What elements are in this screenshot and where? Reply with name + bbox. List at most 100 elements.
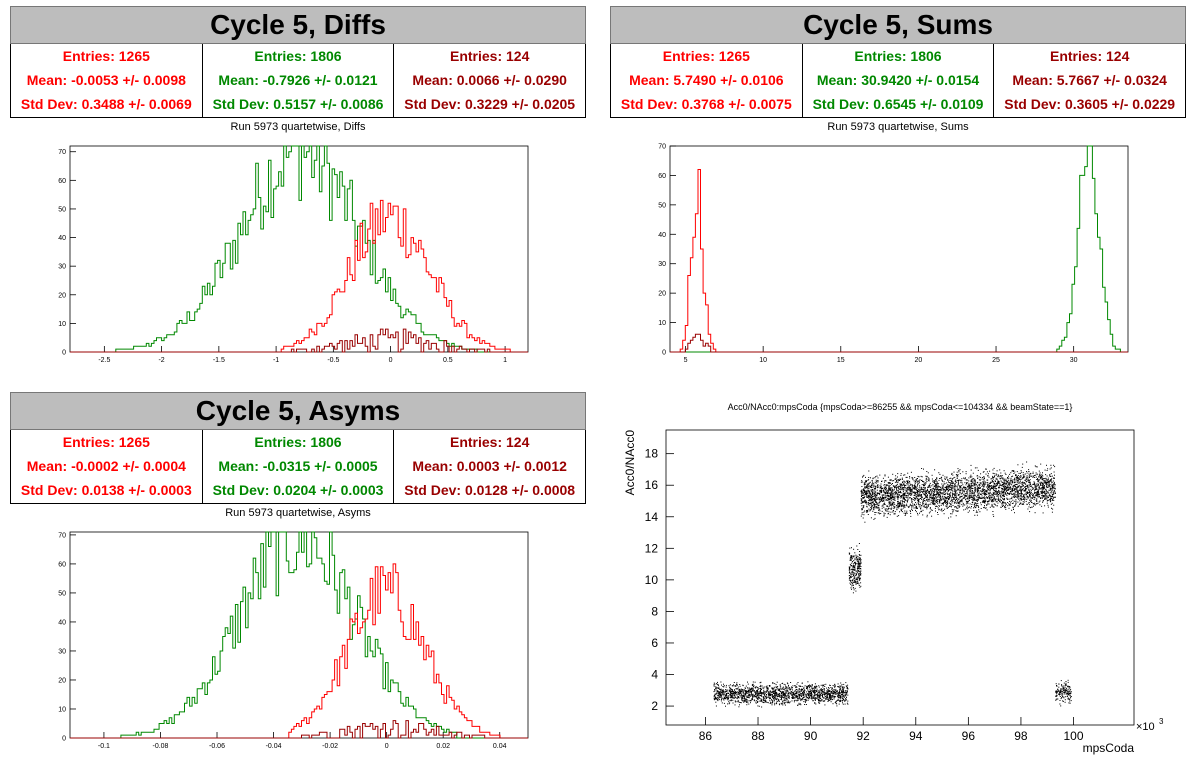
scatter-point — [869, 500, 871, 502]
scatter-point — [734, 700, 736, 702]
scatter-point — [918, 494, 920, 496]
scatter-point — [965, 498, 967, 500]
scatter-point — [812, 684, 813, 686]
scatter-point — [832, 696, 834, 697]
scatter-point — [933, 501, 935, 503]
scatter-point — [948, 497, 950, 499]
scatter-point — [1028, 480, 1030, 482]
scatter-point — [935, 496, 937, 498]
scatter-point — [960, 487, 961, 489]
scatter-point — [820, 684, 822, 686]
scatter-point — [980, 502, 982, 504]
scatter-point — [800, 685, 801, 687]
scatter-point — [720, 700, 722, 702]
scatter-point — [911, 489, 913, 491]
scatter-point — [999, 478, 1001, 480]
scatter-point — [1026, 475, 1028, 477]
scatter-point — [871, 506, 873, 508]
scatter-point — [800, 690, 802, 692]
scatter-point — [1031, 502, 1033, 503]
scatter-point — [1028, 502, 1029, 504]
scatter-point — [755, 702, 757, 704]
scatter-point — [743, 689, 745, 691]
scatter-point — [816, 696, 818, 698]
scatter-point — [858, 579, 860, 581]
scatter-point — [950, 513, 952, 515]
scatter-point — [821, 691, 823, 692]
scatter-point — [926, 493, 927, 494]
scatter-point — [946, 497, 948, 499]
scatter-point — [851, 571, 853, 573]
scatter-point — [1030, 495, 1031, 497]
scatter-point — [1029, 499, 1031, 501]
scatter-point — [850, 556, 852, 558]
scatter-point — [849, 553, 851, 555]
scatter-point — [882, 494, 884, 496]
scatter-point — [819, 699, 821, 701]
scatter-point — [1036, 503, 1038, 505]
scatter-point — [1037, 484, 1039, 486]
scatter-point — [776, 693, 778, 695]
scatter-point — [998, 491, 1000, 493]
scatter-point — [913, 499, 915, 501]
scatter-point — [782, 686, 784, 688]
scatter-point — [766, 701, 768, 703]
scatter-point — [809, 691, 810, 693]
scatter-point — [848, 552, 850, 554]
scatter-point — [814, 692, 816, 694]
scatter-point — [1033, 483, 1035, 485]
scatter-point — [908, 494, 910, 496]
scatter-point — [914, 504, 916, 506]
scatter-point — [772, 682, 774, 683]
scatter-point — [733, 684, 734, 686]
scatter-point — [977, 499, 979, 501]
scatter-point — [744, 690, 746, 692]
scatter-point — [854, 581, 856, 583]
scatter-point — [804, 685, 806, 687]
scatter-point — [818, 697, 820, 699]
scatter-point — [1016, 491, 1018, 493]
scatter-point — [903, 483, 904, 485]
scatter-point — [903, 487, 905, 489]
scatter-point — [946, 485, 947, 487]
scatter-point — [1002, 491, 1004, 493]
scatter-point — [812, 700, 814, 702]
scatter-point — [1034, 502, 1036, 504]
scatter-point — [849, 563, 851, 565]
scatter-point — [715, 688, 717, 690]
scatter-point — [1007, 492, 1009, 494]
scatter-point — [833, 691, 835, 693]
scatter-point — [900, 497, 902, 499]
scatter-point — [856, 559, 858, 561]
scatter-point — [901, 511, 903, 513]
scatter-point — [940, 498, 942, 500]
scatter-point — [1021, 482, 1023, 484]
scatter-point — [1046, 493, 1048, 495]
scatter-point — [777, 688, 779, 690]
scatter-point — [900, 504, 902, 506]
scatter-point — [928, 500, 930, 502]
scatter-point — [738, 696, 739, 698]
scatter-point — [742, 694, 744, 696]
x-tick-label: 15 — [837, 357, 845, 364]
scatter-point — [961, 499, 963, 501]
stddev-text: Std Dev: 0.6545 +/- 0.0109 — [812, 96, 984, 112]
scatter-point — [944, 494, 946, 496]
scatter-point — [1006, 490, 1008, 492]
scatter-point — [808, 693, 810, 695]
scatter-point — [827, 689, 829, 690]
scatter-point — [924, 497, 926, 499]
scatter-point — [956, 492, 958, 494]
scatter-point — [917, 499, 919, 501]
scatter-point — [861, 489, 863, 491]
scatter-point — [772, 695, 774, 697]
scatter-point — [936, 505, 937, 507]
scatter-point — [974, 503, 976, 504]
scatter-point — [936, 499, 938, 501]
scatter-point — [1012, 482, 1014, 484]
scatter-point — [908, 497, 910, 499]
scatter-point — [1050, 489, 1051, 491]
scatter-point — [878, 512, 880, 514]
scatter-point — [944, 499, 946, 501]
scatter-point — [901, 484, 903, 486]
